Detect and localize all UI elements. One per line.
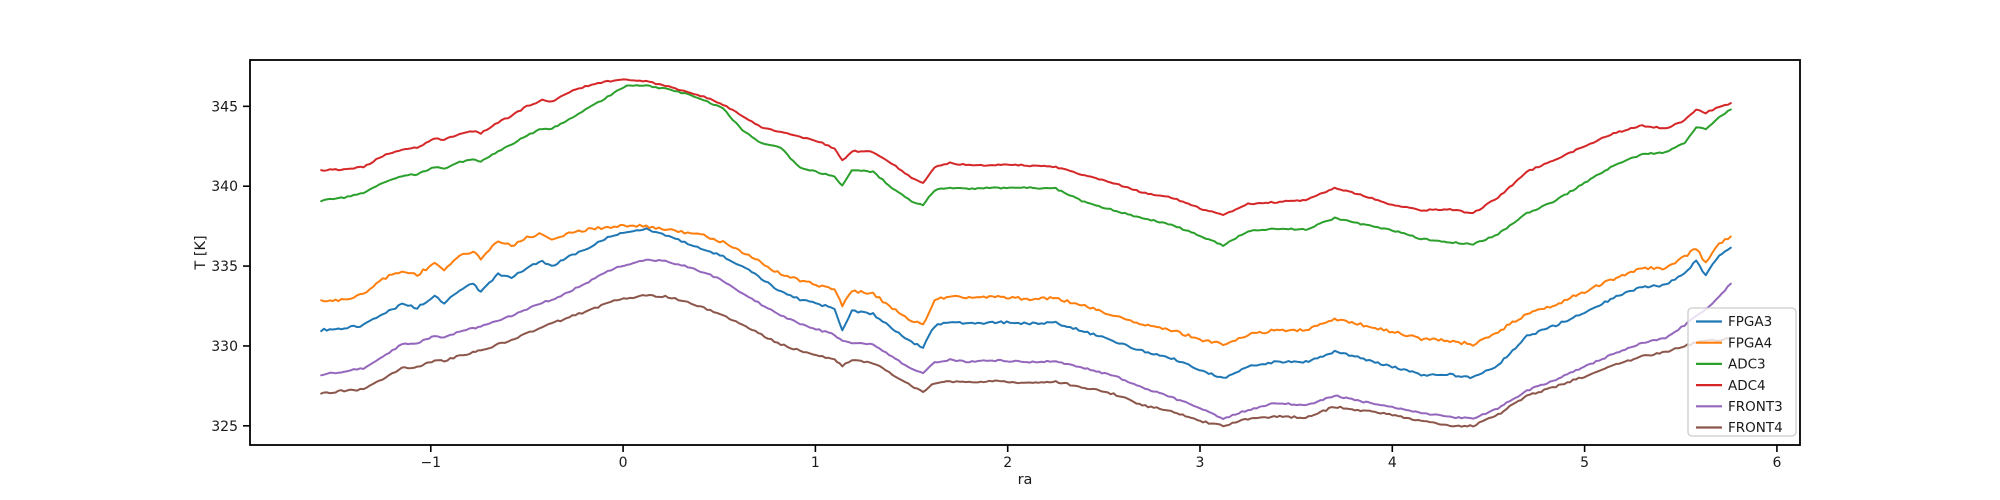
series-line-FPGA4 bbox=[320, 223, 1732, 347]
x-tick-label: 5 bbox=[1580, 455, 1589, 471]
legend-label-ADC3: ADC3 bbox=[1728, 357, 1766, 373]
x-tick-label: 6 bbox=[1772, 455, 1781, 471]
legend-label-FPGA3: FPGA3 bbox=[1728, 314, 1772, 330]
series-layer bbox=[320, 78, 1732, 428]
legend-box bbox=[1687, 307, 1797, 437]
x-tick-label: 4 bbox=[1388, 455, 1397, 471]
legend-label-FRONT4: FRONT4 bbox=[1728, 420, 1783, 436]
y-tick-label: 330 bbox=[211, 339, 238, 355]
legend: FPGA3 FPGA4 ADC3 ADC4 FRONT3 FRONT4 bbox=[1687, 307, 1797, 437]
x-tick-label: 2 bbox=[1003, 455, 1012, 471]
x-tick-label: −1 bbox=[420, 455, 441, 471]
y-tick-label: 340 bbox=[211, 179, 238, 195]
x-tick-label: 3 bbox=[1196, 455, 1205, 471]
axes-frame bbox=[249, 59, 1801, 446]
series-line-ADC3 bbox=[320, 84, 1732, 247]
legend-label-FRONT3: FRONT3 bbox=[1728, 399, 1783, 415]
y-tick-label: 325 bbox=[211, 419, 238, 435]
y-tick-label: 345 bbox=[211, 99, 238, 115]
x-tick-label: 1 bbox=[811, 455, 820, 471]
y-axis-label: T [K] bbox=[193, 235, 209, 270]
legend-label-FPGA4: FPGA4 bbox=[1728, 335, 1772, 351]
y-tick-label: 335 bbox=[211, 259, 238, 275]
series-line-FPGA3 bbox=[320, 227, 1732, 380]
x-axis-label: ra bbox=[1018, 472, 1033, 488]
series-line-ADC4 bbox=[320, 78, 1732, 216]
series-line-FRONT4 bbox=[320, 294, 1732, 428]
series-line-FRONT3 bbox=[320, 258, 1732, 420]
x-tick-label: 0 bbox=[619, 455, 628, 471]
legend-label-ADC4: ADC4 bbox=[1728, 378, 1766, 394]
